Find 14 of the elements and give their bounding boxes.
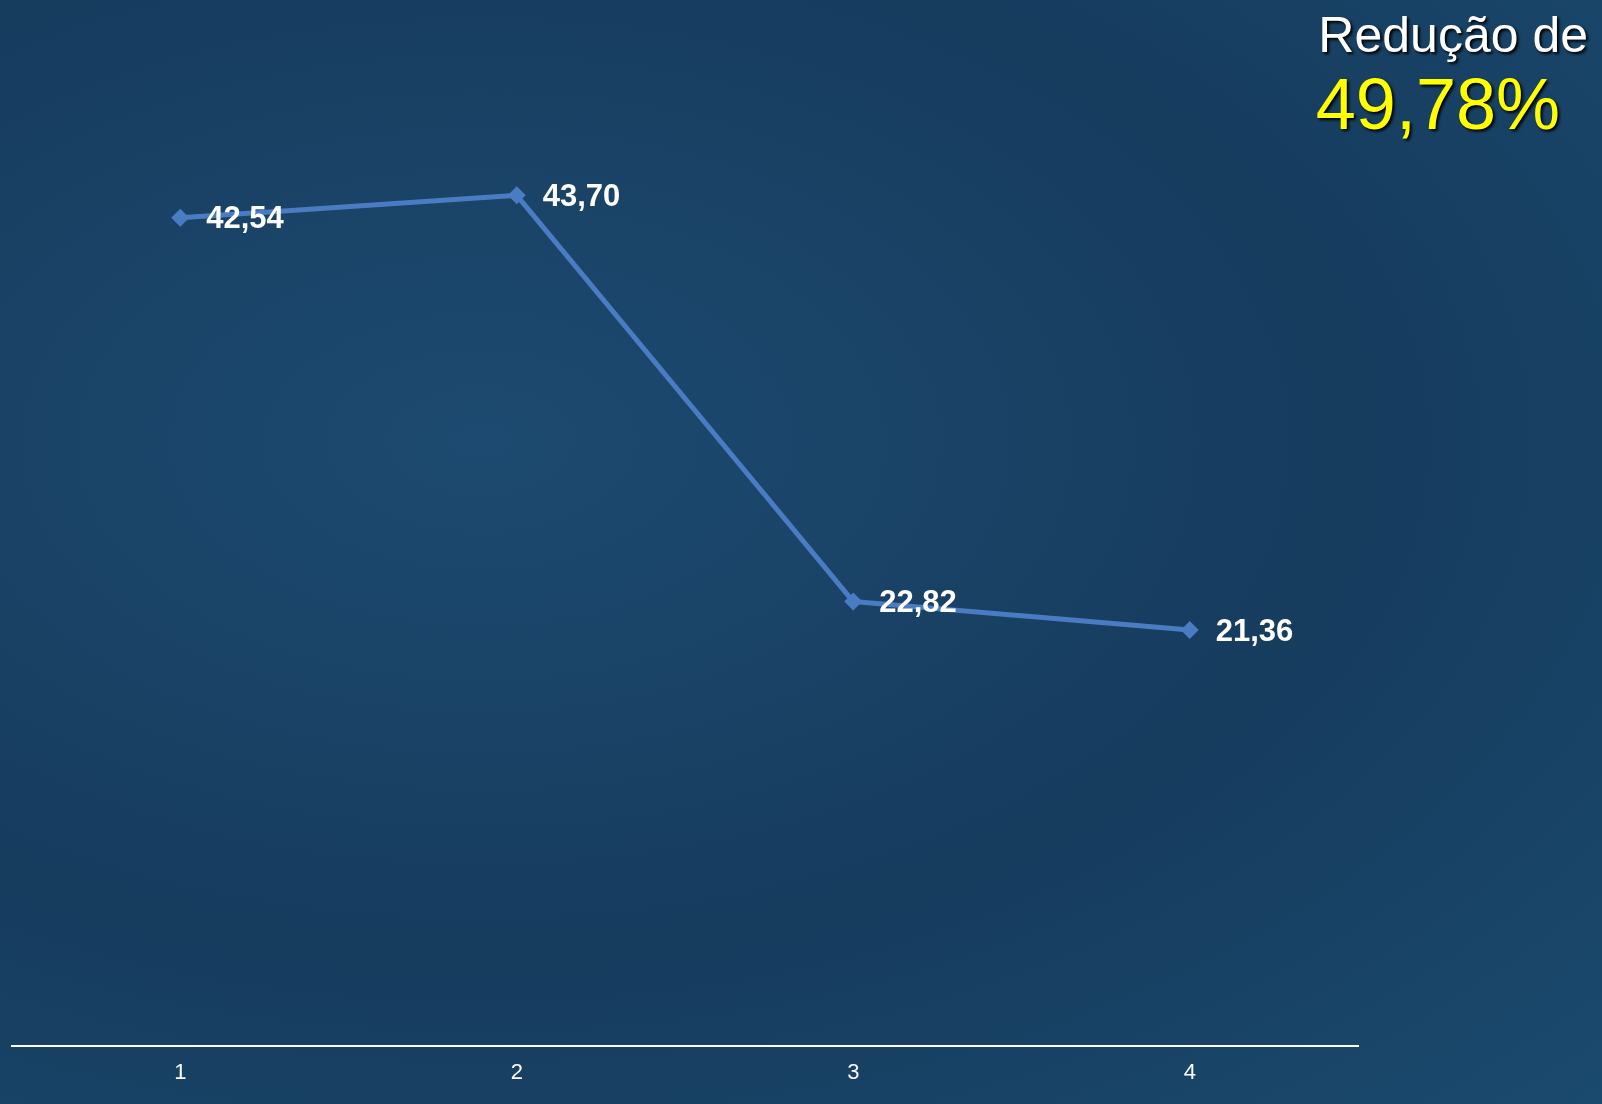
point <box>507 186 526 205</box>
data-label: 22,82 <box>879 584 957 620</box>
data-label: 42,54 <box>206 200 285 236</box>
data-label: 21,36 <box>1215 612 1294 648</box>
text: Redução de <box>1317 6 1588 64</box>
point <box>844 592 863 611</box>
x-tick-label: 1 <box>174 1058 187 1084</box>
point <box>1180 620 1199 639</box>
x-tick-label: 3 <box>847 1058 860 1084</box>
text: 49,78% <box>1315 64 1561 144</box>
x-tick-label: 2 <box>510 1058 523 1084</box>
point <box>171 208 190 227</box>
x-tick-label: 4 <box>1183 1058 1196 1084</box>
data-label: 43,70 <box>542 177 621 213</box>
